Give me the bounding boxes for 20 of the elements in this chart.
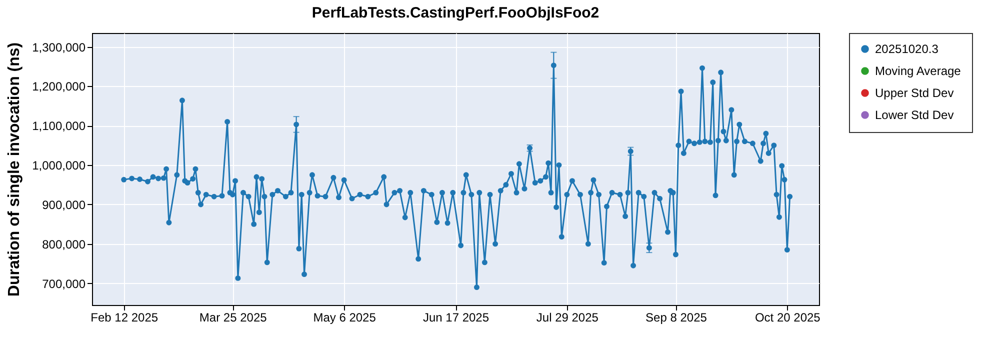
x-tick-label: Jul 29 2025	[536, 310, 599, 324]
y-axis-title: Duration of single invocation (ns)	[6, 42, 24, 297]
x-tick-label: Oct 20 2025	[754, 310, 821, 324]
y-tick-label: 800,000	[42, 237, 86, 252]
y-tick-label: 900,000	[42, 198, 86, 212]
x-tick-label: Sep 8 2025	[646, 310, 708, 324]
y-tick-label: 1,300,000	[32, 40, 86, 54]
legend-label: 20251020.3	[875, 42, 939, 56]
legend-label: Moving Average	[875, 64, 962, 78]
legend-label: Lower Std Dev	[875, 108, 954, 122]
x-tick-label: Mar 25 2025	[199, 310, 268, 324]
y-tick-label: 1,200,000	[32, 80, 86, 94]
x-tick-label: Feb 12 2025	[90, 310, 158, 324]
legend-label: Upper Std Dev	[875, 86, 954, 100]
y-tick-label: 700,000	[42, 276, 86, 291]
y-tick-label: 1,100,000	[32, 119, 86, 134]
x-tick-label: May 6 2025	[313, 310, 376, 324]
x-tick-label: Jun 17 2025	[422, 310, 490, 324]
chart-title: PerfLabTests.CastingPerf.FooObjIsFoo2	[312, 4, 600, 22]
y-tick-label: 1,000,000	[32, 158, 86, 173]
